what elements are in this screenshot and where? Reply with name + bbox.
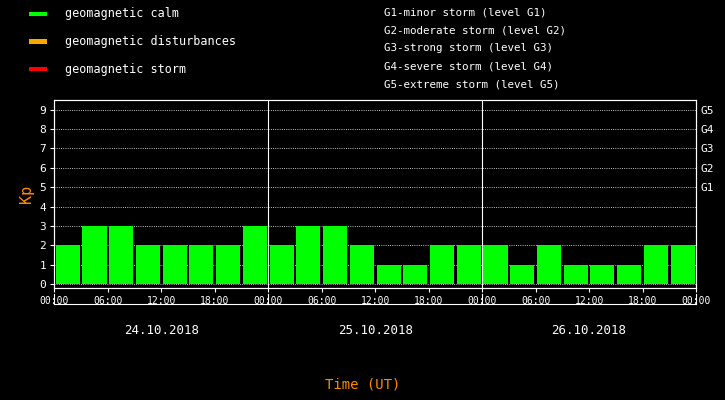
Bar xyxy=(457,245,481,284)
Bar xyxy=(162,245,187,284)
Text: geomagnetic disturbances: geomagnetic disturbances xyxy=(65,35,236,48)
Bar xyxy=(109,226,133,284)
Bar xyxy=(243,226,267,284)
Text: 26.10.2018: 26.10.2018 xyxy=(552,324,626,337)
Bar xyxy=(430,245,454,284)
Text: G2-moderate storm (level G2): G2-moderate storm (level G2) xyxy=(384,25,566,35)
Bar xyxy=(537,245,561,284)
Text: Time (UT): Time (UT) xyxy=(325,378,400,392)
Text: geomagnetic calm: geomagnetic calm xyxy=(65,7,179,20)
Text: geomagnetic storm: geomagnetic storm xyxy=(65,62,186,76)
Bar xyxy=(29,39,47,44)
Text: G3-strong storm (level G3): G3-strong storm (level G3) xyxy=(384,43,553,53)
Bar xyxy=(484,245,508,284)
Bar xyxy=(563,265,588,284)
Bar xyxy=(510,265,534,284)
Text: G1-minor storm (level G1): G1-minor storm (level G1) xyxy=(384,7,547,17)
Bar xyxy=(376,265,401,284)
Bar xyxy=(617,265,641,284)
Text: G4-severe storm (level G4): G4-severe storm (level G4) xyxy=(384,61,553,71)
Y-axis label: Kp: Kp xyxy=(19,185,34,203)
Bar xyxy=(671,245,695,284)
Bar xyxy=(216,245,240,284)
Bar xyxy=(270,245,294,284)
Bar xyxy=(590,265,615,284)
Bar xyxy=(189,245,213,284)
Bar xyxy=(644,245,668,284)
Bar xyxy=(29,67,47,71)
Bar xyxy=(136,245,160,284)
Bar xyxy=(403,265,427,284)
Bar xyxy=(56,245,80,284)
Text: 25.10.2018: 25.10.2018 xyxy=(338,324,413,337)
Text: 24.10.2018: 24.10.2018 xyxy=(124,324,199,337)
Bar xyxy=(29,12,47,16)
Bar xyxy=(349,245,374,284)
Bar xyxy=(297,226,320,284)
Bar xyxy=(323,226,347,284)
Text: G5-extreme storm (level G5): G5-extreme storm (level G5) xyxy=(384,79,560,89)
Bar xyxy=(83,226,107,284)
